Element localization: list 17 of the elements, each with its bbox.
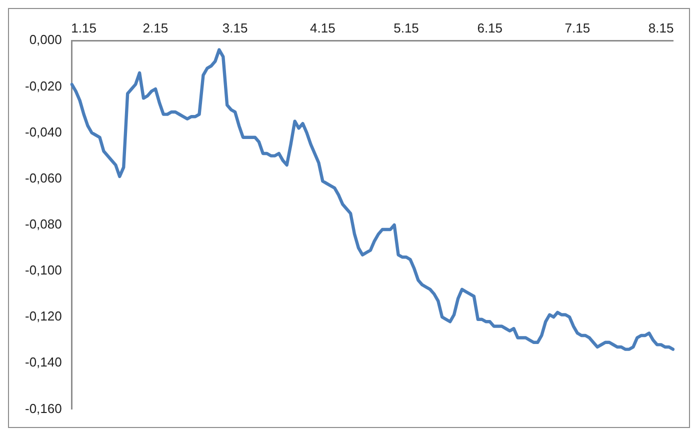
- x-tick-label: 4.15: [310, 20, 336, 36]
- y-tick-label: -0,060: [24, 170, 62, 186]
- y-tick-label: -0,160: [24, 400, 62, 416]
- x-tick-label: 2.15: [142, 20, 168, 36]
- y-tick-label: 0,000: [29, 32, 62, 48]
- y-tick-label: -0,020: [24, 78, 62, 94]
- x-tick-label: 6.15: [477, 20, 503, 36]
- y-tick-label: -0,080: [24, 216, 62, 232]
- x-tick-label: 3.15: [222, 20, 248, 36]
- y-tick-label: -0,040: [24, 124, 62, 140]
- x-tick-label: 7.15: [564, 20, 590, 36]
- y-tick-label: -0,140: [24, 354, 62, 370]
- x-tick-label: 5.15: [394, 20, 419, 36]
- y-tick-label: -0,120: [24, 308, 62, 324]
- x-tick-label: 8.15: [648, 20, 674, 36]
- x-tick-label: 1.15: [71, 20, 96, 36]
- y-tick-label: -0,100: [24, 262, 62, 278]
